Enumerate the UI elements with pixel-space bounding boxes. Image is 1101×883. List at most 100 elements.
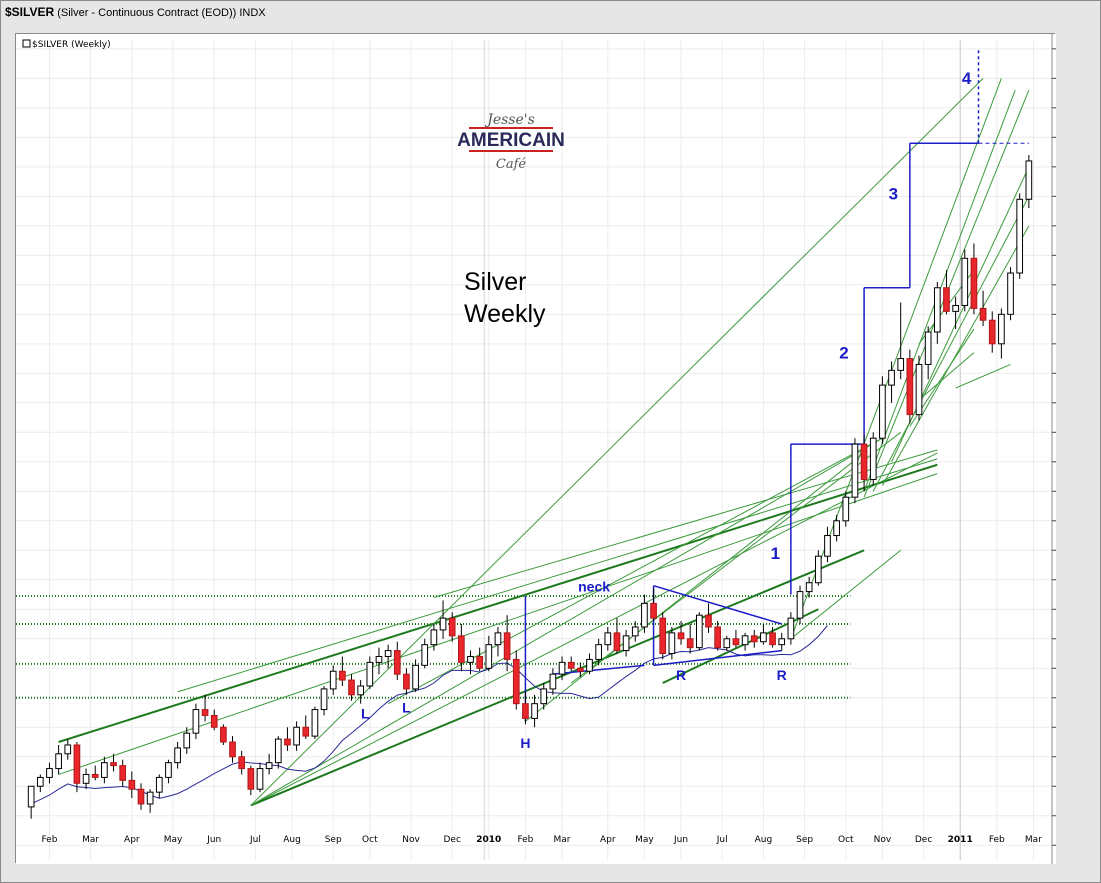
candle[interactable] <box>357 685 365 696</box>
candle[interactable] <box>567 661 575 669</box>
candle[interactable] <box>91 773 99 778</box>
candle[interactable] <box>201 709 209 716</box>
candle[interactable] <box>805 582 813 593</box>
candle[interactable] <box>577 667 584 672</box>
candle[interactable] <box>494 632 502 646</box>
candle[interactable] <box>27 785 35 808</box>
candle[interactable] <box>787 617 795 640</box>
candle[interactable] <box>879 384 886 439</box>
candle[interactable] <box>723 638 731 649</box>
candle[interactable] <box>741 635 749 646</box>
candle[interactable] <box>384 650 392 657</box>
candle[interactable] <box>750 635 758 643</box>
candle[interactable] <box>778 638 786 646</box>
candle[interactable] <box>814 555 822 584</box>
candle[interactable] <box>174 747 181 764</box>
candle[interactable] <box>238 756 246 770</box>
candle[interactable] <box>558 661 566 675</box>
candle[interactable] <box>503 632 511 660</box>
candle[interactable] <box>933 287 941 333</box>
candle[interactable] <box>970 257 978 309</box>
candle[interactable] <box>769 632 776 646</box>
candle[interactable] <box>274 738 282 764</box>
candle[interactable] <box>906 358 914 416</box>
candle[interactable] <box>82 773 90 784</box>
candle[interactable] <box>613 632 621 652</box>
candle[interactable] <box>705 614 712 628</box>
candle[interactable] <box>155 776 163 793</box>
candle[interactable] <box>549 673 557 690</box>
candle[interactable] <box>403 673 410 690</box>
candle[interactable] <box>183 732 191 749</box>
candle[interactable] <box>943 287 950 312</box>
candle[interactable] <box>36 776 44 787</box>
candle[interactable] <box>137 788 145 805</box>
candle[interactable] <box>796 591 804 619</box>
candle[interactable] <box>1007 272 1014 315</box>
candle[interactable] <box>265 762 273 770</box>
candle[interactable] <box>732 638 740 646</box>
candle[interactable] <box>604 632 612 646</box>
candle[interactable] <box>586 658 593 672</box>
candle[interactable] <box>46 768 53 778</box>
candle[interactable] <box>421 644 429 666</box>
candle[interactable] <box>522 703 529 719</box>
candle[interactable] <box>375 655 383 663</box>
candle[interactable] <box>393 650 401 675</box>
candle[interactable] <box>256 768 264 790</box>
candle[interactable] <box>686 638 694 649</box>
candle[interactable] <box>531 703 538 719</box>
candle[interactable] <box>412 664 419 690</box>
candle[interactable] <box>55 753 62 770</box>
candle[interactable] <box>988 319 996 345</box>
candle[interactable] <box>952 304 959 312</box>
candle[interactable] <box>284 738 291 746</box>
candle[interactable] <box>998 313 1005 345</box>
candle[interactable] <box>668 632 676 655</box>
candle[interactable] <box>448 617 456 637</box>
candle[interactable] <box>760 632 767 643</box>
candle[interactable] <box>467 655 474 663</box>
candle[interactable] <box>824 535 831 557</box>
candle[interactable] <box>961 257 969 306</box>
candle[interactable] <box>631 626 639 637</box>
candle[interactable] <box>128 779 136 790</box>
candle[interactable] <box>458 635 465 663</box>
candle[interactable] <box>110 762 117 767</box>
candle[interactable] <box>714 626 721 649</box>
candle[interactable] <box>595 644 602 660</box>
candle[interactable] <box>165 762 172 778</box>
candle[interactable] <box>842 496 850 522</box>
candle[interactable] <box>650 602 657 619</box>
candle[interactable] <box>485 644 493 669</box>
candle[interactable] <box>146 791 154 805</box>
candle[interactable] <box>101 762 108 778</box>
candle[interactable] <box>851 443 859 498</box>
candle[interactable] <box>192 709 200 734</box>
candle[interactable] <box>924 331 932 365</box>
candle[interactable] <box>860 443 868 480</box>
candle[interactable] <box>302 726 310 737</box>
candle[interactable] <box>73 744 81 784</box>
plot-area[interactable]: 1112131415161718192021222324252627282930… <box>15 33 1056 864</box>
candle[interactable] <box>247 768 255 790</box>
candlestick-chart[interactable]: 1112131415161718192021222324252627282930… <box>16 34 1056 864</box>
candle[interactable] <box>622 635 630 652</box>
candle[interactable] <box>430 629 438 646</box>
candle[interactable] <box>210 714 218 728</box>
candle[interactable] <box>439 617 447 631</box>
candle[interactable] <box>915 363 923 416</box>
candle[interactable] <box>1025 160 1033 200</box>
candle[interactable] <box>512 658 520 705</box>
candle[interactable] <box>229 741 236 758</box>
candle[interactable] <box>311 709 319 737</box>
candle[interactable] <box>220 726 227 743</box>
candle[interactable] <box>1016 198 1024 274</box>
candle[interactable] <box>833 520 840 537</box>
candle[interactable] <box>897 358 905 371</box>
candle[interactable] <box>64 744 72 755</box>
candle[interactable] <box>339 670 346 681</box>
candle[interactable] <box>293 726 300 746</box>
candle[interactable] <box>659 617 667 655</box>
candle[interactable] <box>540 688 548 705</box>
